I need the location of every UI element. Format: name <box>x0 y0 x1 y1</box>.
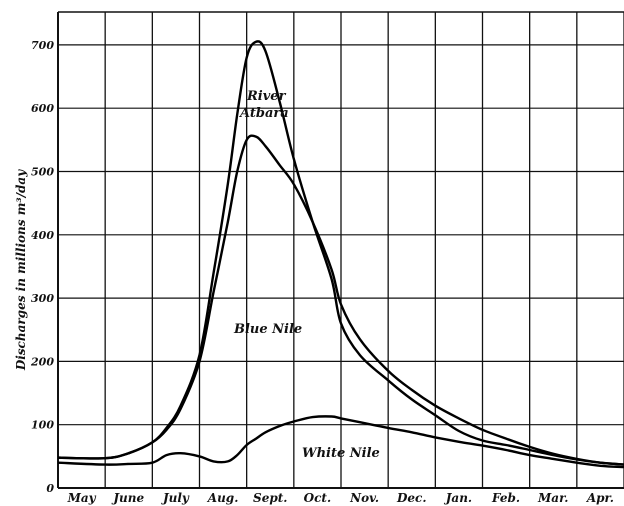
x-tick-label: June <box>111 491 144 505</box>
y-tick-label: 400 <box>31 229 54 242</box>
y-tick-label: 700 <box>31 39 54 52</box>
y-tick-label: 300 <box>31 292 54 305</box>
annotation-river-atbara: River Atbara <box>238 89 289 121</box>
x-tick-label: Apr. <box>586 491 614 505</box>
chart-series <box>57 40 624 469</box>
annotation-blue-nile: Blue Nile <box>233 322 302 337</box>
annotation-river-atbara-line1: River <box>246 89 287 104</box>
x-tick-labels: May June July Aug. Sept. Oct. Nov. Dec. Jan. Feb.… <box>67 491 614 505</box>
x-tick-label: Jan. <box>444 491 472 505</box>
x-tick-label: Dec. <box>396 491 427 505</box>
x-tick-label: Nov. <box>349 491 379 505</box>
series-line-river-atbara <box>57 40 624 466</box>
x-tick-label: Sept. <box>253 491 287 505</box>
y-axis-label: Discharges in millions m³/day <box>14 169 28 371</box>
series-line-blue-nile <box>57 134 624 466</box>
y-tick-labels: 0 100 200 300 400 500 600 700 <box>30 39 54 495</box>
x-tick-label: Mar. <box>537 491 568 505</box>
y-tick-label: 600 <box>31 102 54 115</box>
x-tick-label: Feb. <box>491 491 520 505</box>
x-tick-label: May <box>67 491 97 505</box>
series-line-white-nile <box>57 415 624 469</box>
chart-grid <box>57 11 624 489</box>
y-tick-label: 500 <box>31 166 54 179</box>
x-tick-label: Aug. <box>207 491 239 505</box>
x-tick-label: July <box>161 491 190 505</box>
annotation-river-atbara-line2: Atbara <box>238 106 289 121</box>
annotation-white-nile: White Nile <box>302 446 380 461</box>
y-tick-label: 0 <box>46 482 54 495</box>
y-tick-label: 100 <box>31 419 54 432</box>
y-tick-label: 200 <box>30 355 54 368</box>
x-tick-label: Oct. <box>304 491 331 505</box>
